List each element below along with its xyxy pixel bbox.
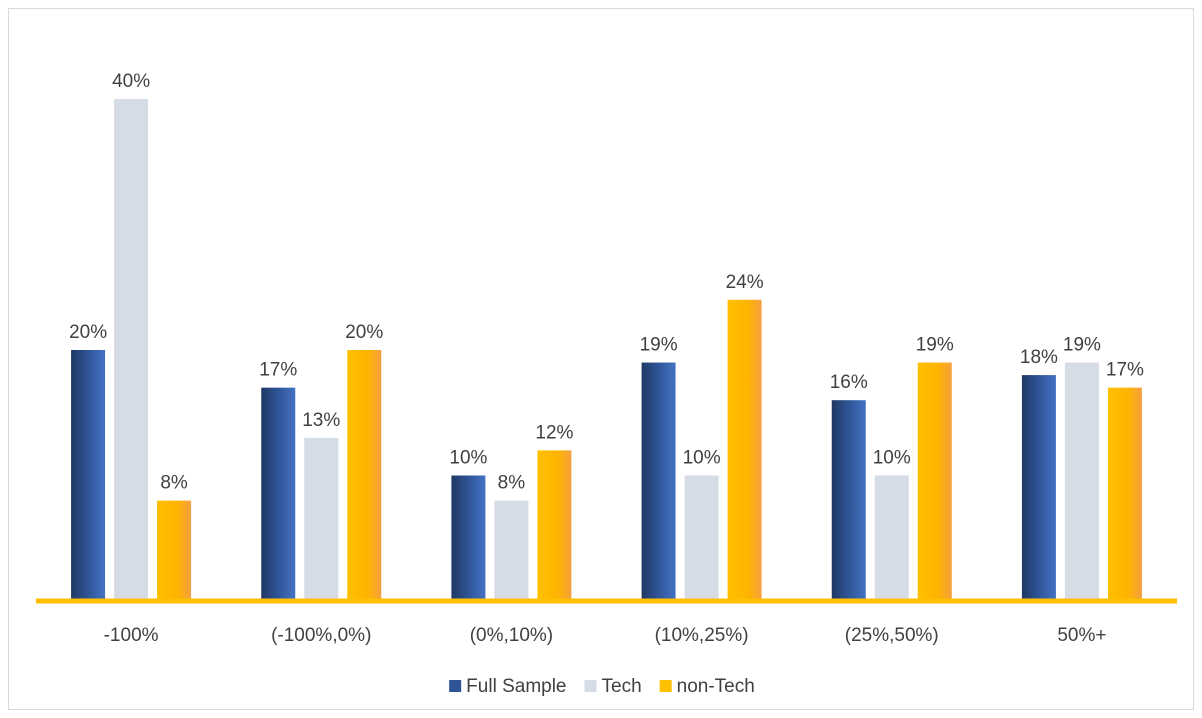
category-label: 50%+	[1057, 625, 1106, 646]
bar-tech-2	[494, 500, 529, 601]
bar-tech-1	[304, 437, 339, 601]
bar-non-tech-1	[347, 350, 382, 601]
data-label: 8%	[498, 473, 526, 494]
data-label: 20%	[345, 322, 383, 343]
data-label: 24%	[726, 272, 764, 293]
bar-full-sample-2	[451, 475, 486, 601]
bar-non-tech-4	[917, 362, 952, 601]
data-label: 18%	[1020, 347, 1058, 368]
bar-full-sample-1	[261, 387, 296, 601]
category-label: -100%	[104, 625, 159, 646]
data-label: 17%	[1106, 360, 1144, 381]
category-label: (25%,50%)	[845, 625, 939, 646]
legend-label: Full Sample	[466, 676, 566, 697]
legend-label: Tech	[602, 676, 642, 697]
data-label: 19%	[916, 335, 954, 356]
data-label: 10%	[683, 448, 721, 469]
bar-tech-3	[684, 475, 719, 601]
bar-tech-5	[1064, 362, 1099, 601]
category-label: (10%,25%)	[655, 625, 749, 646]
data-label: 16%	[830, 372, 868, 393]
legend-swatch	[584, 680, 597, 692]
data-label: 19%	[1063, 335, 1101, 356]
legend: Full Sample Tech non-Tech	[449, 676, 755, 697]
value-labels-layer: 20% 40% 8% 17% 13% 20% 10% 8% 12% 19% 10% 24% 16% 10%…	[69, 71, 1144, 494]
chart-area: 20% 40% 8% 17% 13% 20% 10% 8% 12% 19% 10% 24% 16% 10%…	[8, 8, 1194, 710]
bar-chart: 20% 40% 8% 17% 13% 20% 10% 8% 12% 19% 10% 24% 16% 10%…	[36, 71, 1177, 697]
bar-non-tech-0	[157, 500, 192, 601]
legend-label: non-Tech	[677, 676, 755, 697]
legend-swatch	[449, 680, 462, 692]
legend-item: non-Tech	[659, 676, 755, 697]
data-label: 20%	[69, 322, 107, 343]
data-label: 10%	[449, 448, 487, 469]
bar-full-sample-5	[1021, 375, 1056, 601]
legend-item: Tech	[584, 676, 642, 697]
data-label: 17%	[259, 360, 297, 381]
bar-non-tech-3	[727, 299, 762, 601]
data-label: 8%	[160, 473, 188, 494]
category-label: (0%,10%)	[470, 625, 553, 646]
data-label: 12%	[535, 422, 573, 443]
bar-full-sample-3	[641, 362, 676, 601]
bar-non-tech-5	[1107, 387, 1142, 601]
legend-swatch	[659, 680, 672, 692]
bar-full-sample-4	[831, 400, 866, 601]
bars-layer	[36, 99, 1177, 604]
data-label: 13%	[302, 410, 340, 431]
category-labels-layer: -100% (-100%,0%) (0%,10%) (10%,25%) (25%,50%…	[104, 625, 1107, 646]
bar-tech-0	[114, 99, 149, 601]
data-label: 40%	[112, 71, 150, 92]
data-label: 10%	[873, 448, 911, 469]
bar-tech-4	[874, 475, 909, 601]
bar-full-sample-0	[71, 350, 106, 601]
bar-non-tech-2	[537, 450, 572, 601]
data-label: 19%	[640, 335, 678, 356]
category-label: (-100%,0%)	[271, 625, 371, 646]
legend-item: Full Sample	[449, 676, 567, 697]
